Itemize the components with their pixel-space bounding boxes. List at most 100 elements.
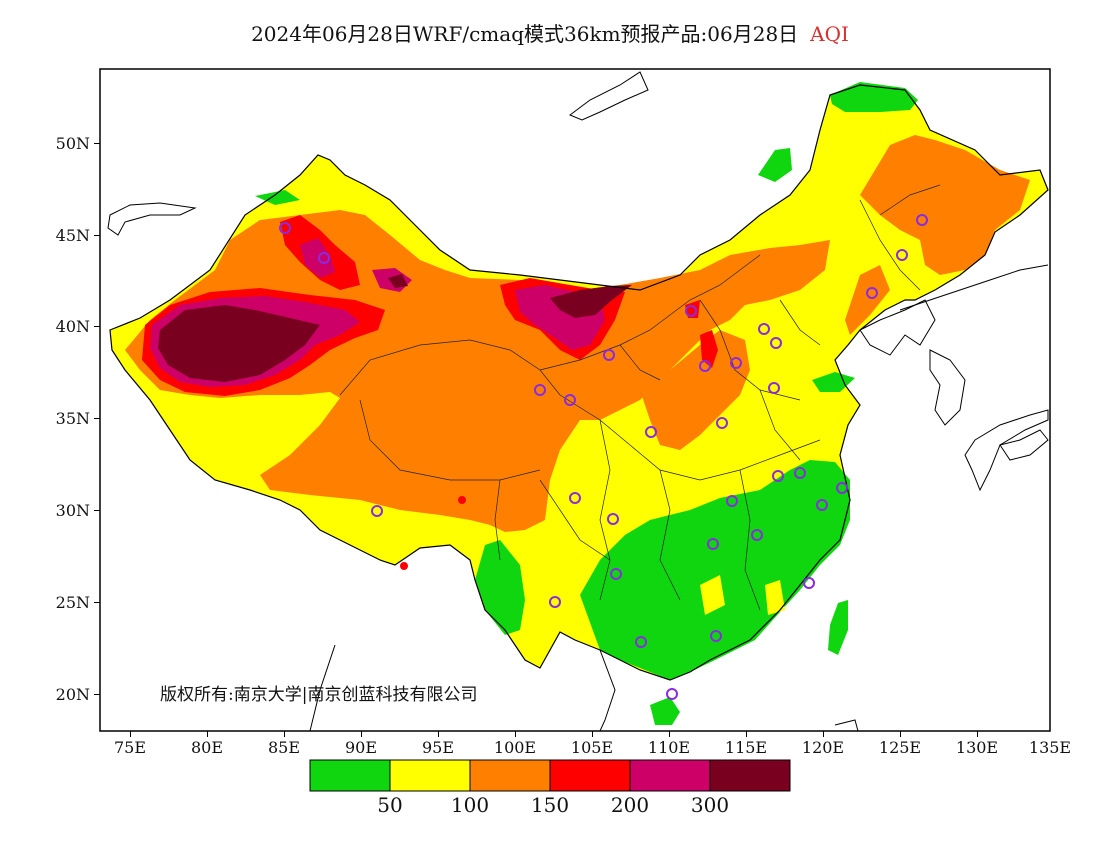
station-marker	[751, 529, 763, 541]
region-red-shanxi	[700, 330, 718, 368]
lat-axis	[94, 143, 100, 695]
lon-tick-label: 90E	[345, 738, 377, 757]
station-marker	[794, 467, 806, 479]
region-moderate-south3	[540, 595, 590, 632]
lat-tick-label: 30N	[56, 501, 90, 520]
lon-tick-label: 115E	[725, 738, 767, 757]
legend-threshold-label: 150	[531, 793, 569, 817]
station-marker	[772, 470, 784, 482]
lon-axis	[130, 731, 978, 737]
lon-tick-labels: 75E 80E 85E 90E 95E 100E 105E 110E 115E …	[114, 738, 1071, 757]
station-marker	[726, 495, 738, 507]
legend-swatch-sensitive	[469, 759, 551, 792]
region-red-spot-tibet	[458, 496, 466, 504]
legend-swatch-hazardous	[709, 759, 791, 792]
region-good-ne2	[758, 148, 792, 182]
lat-tick-label: 45N	[56, 226, 90, 245]
region-orange-west	[125, 210, 830, 532]
region-hazardous-alxa	[550, 285, 632, 318]
lon-tick-label: 110E	[648, 738, 690, 757]
station-marker	[758, 323, 770, 335]
lat-tick-label: 25N	[56, 593, 90, 612]
region-good-southwest	[475, 540, 525, 635]
lat-tick-labels: 20N 25N 30N 35N 40N 45N 50N	[56, 134, 90, 704]
lon-tick-label: 85E	[268, 738, 300, 757]
station-marker	[803, 577, 815, 589]
station-marker	[534, 384, 546, 396]
station-marker	[710, 630, 722, 642]
station-marker	[836, 482, 848, 494]
station-marker	[569, 492, 581, 504]
region-orange-shanxi	[640, 330, 750, 450]
region-good-tianshan	[255, 190, 300, 205]
map-frame	[99, 68, 1051, 732]
station-marker	[607, 513, 619, 525]
title-text: 2024年06月28日WRF/cmaq模式36km预报产品:06月28日	[251, 22, 799, 46]
legend-swatch-unhealthy	[549, 759, 631, 792]
station-marker	[816, 499, 828, 511]
lon-tick-label: 95E	[422, 738, 454, 757]
lon-tick-label: 130E	[956, 738, 998, 757]
station-marker	[635, 636, 647, 648]
station-marker	[371, 505, 383, 517]
station-markers	[279, 214, 928, 700]
legend-colorbar	[309, 759, 791, 792]
region-purple-dzungaria	[300, 238, 335, 278]
station-marker	[716, 417, 728, 429]
legend-labels: 50 100 150 200 300	[377, 793, 729, 817]
map-field	[107, 71, 1049, 731]
legend-threshold-label: 100	[451, 793, 489, 817]
region-hazardous-hami	[388, 274, 408, 288]
station-marker	[279, 222, 291, 234]
lon-tick-label: 100E	[494, 738, 536, 757]
lon-tick-label: 75E	[114, 738, 146, 757]
legend-threshold-label: 300	[691, 793, 729, 817]
region-orange-liaoning	[845, 265, 890, 335]
station-marker	[666, 688, 678, 700]
station-marker	[707, 538, 719, 550]
region-good-taiwan	[828, 600, 848, 655]
station-marker	[866, 287, 878, 299]
station-marker	[768, 382, 780, 394]
station-marker	[685, 305, 697, 317]
lat-tick-label: 50N	[56, 134, 90, 153]
region-moderate-south2	[765, 580, 785, 615]
province-lines	[339, 184, 941, 611]
station-marker	[730, 357, 742, 369]
region-good-shandong	[812, 372, 855, 392]
station-marker	[318, 252, 330, 264]
station-marker	[699, 360, 711, 372]
station-marker	[645, 426, 657, 438]
region-good-hainan	[650, 697, 680, 725]
station-marker	[564, 394, 576, 406]
station-marker	[549, 596, 561, 608]
region-hazardous-tarim	[158, 305, 320, 382]
station-marker	[916, 214, 928, 226]
legend-swatch-moderate	[389, 759, 471, 792]
region-red-spot-yunnan	[400, 562, 408, 570]
lon-tick-label: 125E	[879, 738, 921, 757]
lon-tick-label: 135E	[1029, 738, 1071, 757]
region-orange-northeast	[860, 135, 1030, 275]
copyright-notice: 版权所有:南京大学|南京创蓝科技有限公司	[160, 685, 478, 705]
lat-tick-label: 20N	[56, 685, 90, 704]
lat-tick-label: 40N	[56, 317, 90, 336]
region-moderate-south1	[700, 575, 725, 615]
station-marker	[603, 349, 615, 361]
lon-tick-label: 105E	[571, 738, 613, 757]
title-variable: AQI	[810, 22, 849, 46]
legend-swatch-very-unhealthy	[629, 759, 711, 792]
map-title: 2024年06月28日WRF/cmaq模式36km预报产品:06月28日 AQI	[0, 18, 1100, 47]
legend-threshold-label: 200	[611, 793, 649, 817]
lon-tick-label: 120E	[802, 738, 844, 757]
station-marker	[610, 568, 622, 580]
legend-swatch-good	[309, 759, 391, 792]
legend-threshold-label: 50	[377, 793, 402, 817]
region-good-south	[580, 460, 850, 680]
neighbor-coastlines	[107, 71, 1049, 731]
station-marker	[896, 249, 908, 261]
lat-tick-label: 35N	[56, 409, 90, 428]
lon-tick-label: 80E	[191, 738, 223, 757]
station-marker	[770, 337, 782, 349]
